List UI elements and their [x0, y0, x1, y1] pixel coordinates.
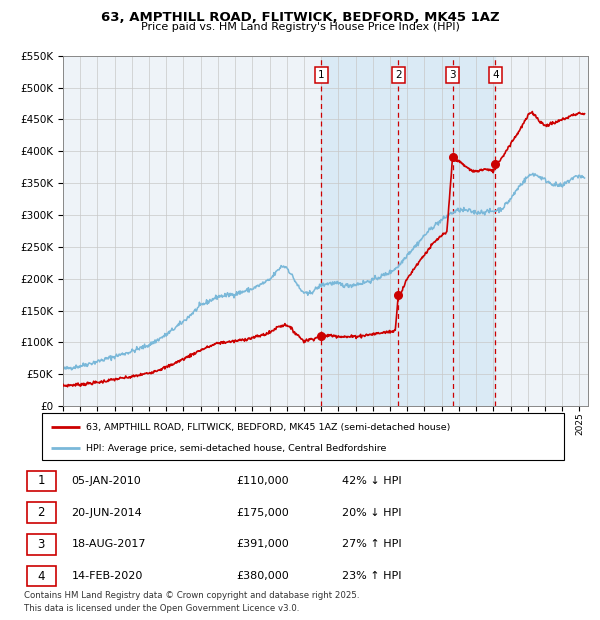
Bar [27, 534, 56, 555]
Text: 63, AMPTHILL ROAD, FLITWICK, BEDFORD, MK45 1AZ: 63, AMPTHILL ROAD, FLITWICK, BEDFORD, MK… [101, 11, 499, 24]
Text: 14-FEB-2020: 14-FEB-2020 [71, 571, 143, 581]
Text: 1: 1 [38, 474, 45, 487]
Text: £391,000: £391,000 [236, 539, 289, 549]
Text: 3: 3 [38, 538, 45, 551]
Text: £110,000: £110,000 [236, 476, 289, 486]
Text: 20% ↓ HPI: 20% ↓ HPI [342, 508, 401, 518]
Text: £175,000: £175,000 [236, 508, 289, 518]
Text: 23% ↑ HPI: 23% ↑ HPI [342, 571, 401, 581]
Text: 18-AUG-2017: 18-AUG-2017 [71, 539, 146, 549]
Text: HPI: Average price, semi-detached house, Central Bedfordshire: HPI: Average price, semi-detached house,… [86, 444, 387, 453]
Bar [27, 566, 56, 587]
Text: 1: 1 [318, 70, 325, 80]
Text: 42% ↓ HPI: 42% ↓ HPI [342, 476, 401, 486]
Text: 63, AMPTHILL ROAD, FLITWICK, BEDFORD, MK45 1AZ (semi-detached house): 63, AMPTHILL ROAD, FLITWICK, BEDFORD, MK… [86, 423, 451, 432]
Text: 2: 2 [38, 506, 45, 519]
Text: This data is licensed under the Open Government Licence v3.0.: This data is licensed under the Open Gov… [24, 603, 299, 613]
Text: 27% ↑ HPI: 27% ↑ HPI [342, 539, 401, 549]
Bar [27, 502, 56, 523]
Text: Price paid vs. HM Land Registry's House Price Index (HPI): Price paid vs. HM Land Registry's House … [140, 22, 460, 32]
Text: 4: 4 [492, 70, 499, 80]
Text: £380,000: £380,000 [236, 571, 289, 581]
Text: Contains HM Land Registry data © Crown copyright and database right 2025.: Contains HM Land Registry data © Crown c… [24, 591, 359, 600]
Text: 3: 3 [449, 70, 456, 80]
Text: 4: 4 [38, 570, 45, 583]
Text: 20-JUN-2014: 20-JUN-2014 [71, 508, 142, 518]
Bar [27, 471, 56, 491]
Text: 2: 2 [395, 70, 401, 80]
Text: 05-JAN-2010: 05-JAN-2010 [71, 476, 141, 486]
Bar [322, 56, 496, 406]
